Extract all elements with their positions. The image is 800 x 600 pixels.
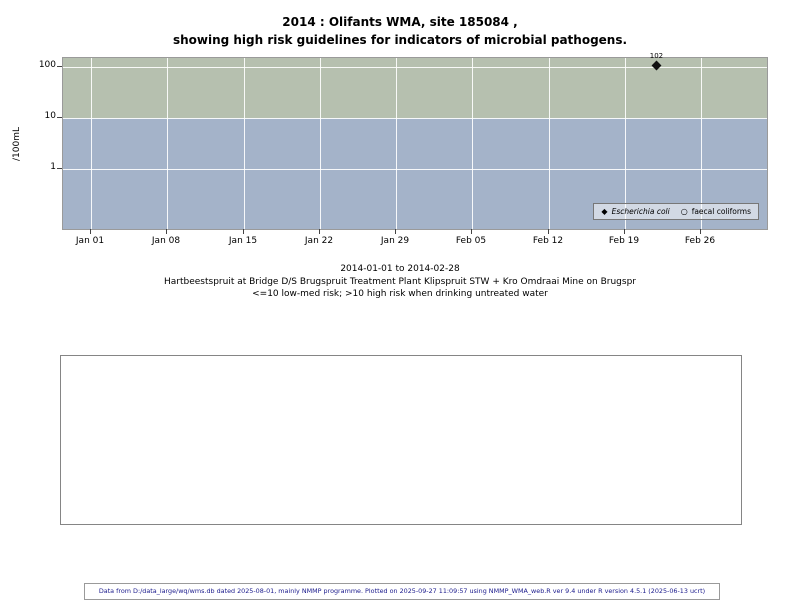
caption: 2014-01-01 to 2014-02-28 Hartbeestspruit…: [0, 263, 800, 301]
x-tick-mark: [319, 229, 320, 234]
x-tick-mark: [243, 229, 244, 234]
x-gridline: [167, 58, 168, 229]
x-tick-label: Feb 26: [684, 236, 716, 246]
caption-site-description: Hartbeestspruit at Bridge D/S Brugspruit…: [164, 276, 636, 287]
plot-area: ◆ Escherichia coli ○ faecal coliforms: [62, 57, 768, 230]
y-tick-mark: [57, 66, 62, 67]
legend-item-faecal: ○ faecal coliforms: [681, 207, 751, 216]
footer-text: Data from D:/data_large/wq/wms.db dated …: [98, 587, 706, 595]
y-tick-mark: [57, 117, 62, 118]
x-tick-label: Jan 08: [151, 236, 181, 246]
legend-label-faecal: faecal coliforms: [691, 207, 751, 216]
data-point-label: 102: [649, 51, 664, 60]
x-tick-mark: [166, 229, 167, 234]
chart-title: 2014 : Olifants WMA, site 185084 , showi…: [0, 13, 800, 49]
x-gridline: [472, 58, 473, 229]
y-gridline: [63, 118, 767, 119]
x-gridline: [625, 58, 626, 229]
x-tick-mark: [90, 229, 91, 234]
x-tick-label: Jan 15: [228, 236, 258, 246]
x-tick-label: Jan 01: [75, 236, 105, 246]
x-tick-label: Feb 05: [455, 236, 487, 246]
chart-title-line1: 2014 : Olifants WMA, site 185084 ,: [282, 15, 518, 29]
x-tick-mark: [624, 229, 625, 234]
x-tick-label: Jan 22: [304, 236, 334, 246]
x-tick-mark: [700, 229, 701, 234]
x-tick-mark: [471, 229, 472, 234]
open-circle-icon: ○: [680, 206, 688, 216]
y-gridline: [63, 67, 767, 68]
x-tick-label: Feb 19: [608, 236, 640, 246]
x-tick-mark: [548, 229, 549, 234]
chart-title-line2: showing high risk guidelines for indicat…: [172, 33, 628, 47]
legend-label-ecoli: Escherichia coli: [611, 207, 670, 216]
x-gridline: [320, 58, 321, 229]
x-gridline: [701, 58, 702, 229]
y-tick-mark: [57, 168, 62, 169]
y-gridline: [63, 169, 767, 170]
x-gridline: [396, 58, 397, 229]
x-gridline: [91, 58, 92, 229]
y-tick-label: 1: [50, 162, 56, 172]
caption-risk-note: <=10 low-med risk; >10 high risk when dr…: [252, 289, 548, 299]
x-gridline: [244, 58, 245, 229]
y-tick-label: 100: [38, 60, 56, 70]
high-risk-band: [63, 58, 767, 118]
footer: Data from D:/data_large/wq/wms.db dated …: [84, 583, 720, 600]
filled-diamond-icon: ◆: [601, 206, 608, 216]
data-point-filled-diamond: [651, 60, 662, 71]
y-tick-label: 10: [44, 111, 56, 121]
x-gridline: [549, 58, 550, 229]
legend: ◆ Escherichia coli ○ faecal coliforms: [593, 203, 759, 220]
x-tick-label: Jan 29: [380, 236, 410, 246]
caption-date-range: 2014-01-01 to 2014-02-28: [340, 264, 460, 274]
x-tick-mark: [395, 229, 396, 234]
legend-item-ecoli: ◆ Escherichia coli: [601, 207, 669, 216]
x-tick-label: Feb 12: [532, 236, 564, 246]
empty-panel: [60, 355, 742, 525]
